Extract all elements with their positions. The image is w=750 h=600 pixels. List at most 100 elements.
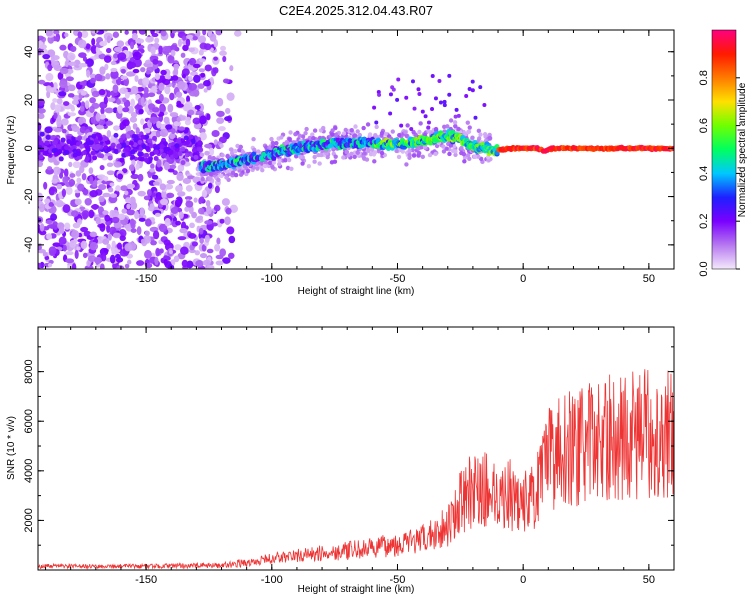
spectrogram-cell	[255, 166, 260, 171]
spectrogram-cell	[209, 147, 215, 156]
spectrogram-cell	[216, 177, 221, 183]
spectrogram-cell	[70, 45, 77, 53]
snr-x-ticks: -150 -100 -50 0 50	[45, 327, 675, 586]
spectrogram-cell	[94, 256, 103, 264]
spectrogram-cell	[59, 226, 65, 235]
spectrogram-cell	[419, 144, 424, 150]
spectrogram-cell	[103, 175, 109, 182]
spectrogram-cell	[94, 144, 100, 150]
spectrogram-cell	[459, 145, 464, 151]
spectrogram-cell	[218, 126, 226, 132]
spectrogram-cell	[383, 131, 388, 137]
spectrogram-cell	[219, 173, 224, 179]
spectrogram-cell	[229, 204, 239, 213]
y-tick-label: -20	[23, 189, 35, 205]
snr-ylabel: SNR (10 * v/v)	[6, 416, 17, 480]
spectrogram-cell	[156, 158, 162, 168]
spectrogram-cell	[158, 45, 164, 55]
spectrogram-cell	[104, 214, 111, 222]
spectrogram-cell	[45, 219, 53, 225]
spectrogram-cell	[154, 37, 160, 44]
spectrogram-cell	[184, 103, 191, 111]
spectrogram-cell	[131, 32, 138, 41]
spectrogram-cell	[48, 87, 57, 94]
spectrogram-cell	[173, 153, 179, 159]
spectrogram-cell	[89, 105, 95, 114]
spectrogram-cell	[86, 69, 91, 78]
spectrogram-cell	[67, 112, 77, 117]
spectrogram-cell	[112, 84, 119, 93]
spectrogram-cell	[181, 74, 186, 79]
spectrogram-cell	[222, 257, 231, 264]
spectrogram-cell	[185, 38, 191, 47]
spectrogram-cell	[448, 143, 454, 148]
spectrogram-cell	[219, 50, 227, 56]
spectrogram-cell	[99, 223, 106, 232]
spectrogram-cell	[119, 250, 129, 257]
spectrogram-cell	[473, 115, 478, 120]
spectrogram-cell	[456, 113, 461, 118]
spectrogram-cell	[43, 181, 48, 190]
spectrogram-cell	[374, 124, 379, 130]
spectrogram-cell	[310, 132, 315, 137]
spectrogram-cell	[54, 104, 61, 113]
spectrogram-cell	[122, 107, 130, 113]
spectrogram-cell	[198, 197, 203, 205]
spectrogram-cell	[106, 35, 111, 44]
spectrogram-cell	[67, 52, 76, 61]
spectrogram-cell	[72, 161, 81, 169]
spectrogram-cell	[90, 30, 99, 34]
spectrogram-cell	[277, 158, 282, 163]
spectrogram-cell	[208, 176, 213, 181]
spectrogram-cell	[143, 87, 149, 95]
spectrogram-cell	[53, 30, 60, 35]
spectrogram-xlabel: Height of straight line (km)	[298, 286, 415, 297]
spectrogram-cell	[175, 185, 183, 193]
spectrogram-cell	[85, 147, 91, 153]
colorbar-tick-label: 0.8	[698, 70, 710, 85]
spectrogram-cell	[162, 141, 168, 147]
spectrogram-cell	[197, 215, 204, 221]
spectrogram-cell	[146, 189, 152, 197]
spectrogram-cell	[170, 145, 176, 151]
spectrogram-cell	[183, 135, 189, 141]
y-tick-label: 8000	[23, 359, 35, 383]
spectrogram-cell	[155, 130, 161, 138]
spectrogram-cell	[76, 177, 82, 184]
spectrogram-cell	[110, 142, 116, 148]
spectrogram-cell	[64, 32, 69, 38]
spectrogram-cell	[288, 130, 293, 135]
spectrogram-cell	[45, 30, 53, 37]
spectrogram-cell	[43, 82, 52, 87]
spectrogram-cell	[99, 263, 105, 269]
spectrogram-cell	[216, 97, 224, 107]
spectrogram-cell	[461, 151, 467, 157]
spectrogram-cell	[140, 67, 146, 73]
spectrogram-cell	[213, 56, 219, 61]
spectrogram-cell	[330, 128, 335, 133]
spectrogram-cell	[77, 218, 83, 226]
spectrogram-cell	[201, 244, 207, 252]
spectrogram-cell	[448, 118, 454, 123]
spectrogram-cell	[56, 183, 63, 190]
spectrogram-cell	[192, 35, 198, 41]
x-tick-label: -50	[390, 574, 406, 586]
spectrogram-cell	[241, 150, 246, 155]
spectrogram-cell	[48, 187, 55, 196]
spectrogram-cell	[230, 170, 236, 175]
spectrogram-cell	[216, 117, 225, 124]
spectrogram-cell	[453, 114, 458, 119]
spectrogram-cell	[441, 144, 446, 149]
spectrogram-cell	[65, 186, 73, 195]
spectrogram-cell	[140, 118, 145, 125]
spectrogram-cell	[187, 109, 195, 116]
spectrogram-cell	[211, 129, 220, 137]
spectrogram-cell	[145, 59, 151, 65]
spectrogram-cell	[113, 161, 122, 168]
spectrogram-cell	[135, 127, 140, 135]
spectrogram-cell	[71, 99, 79, 105]
spectrogram-cell	[377, 92, 382, 97]
spectrogram-cell	[71, 230, 80, 240]
spectrogram-cell	[138, 151, 144, 157]
spectrogram-cell	[91, 90, 100, 98]
